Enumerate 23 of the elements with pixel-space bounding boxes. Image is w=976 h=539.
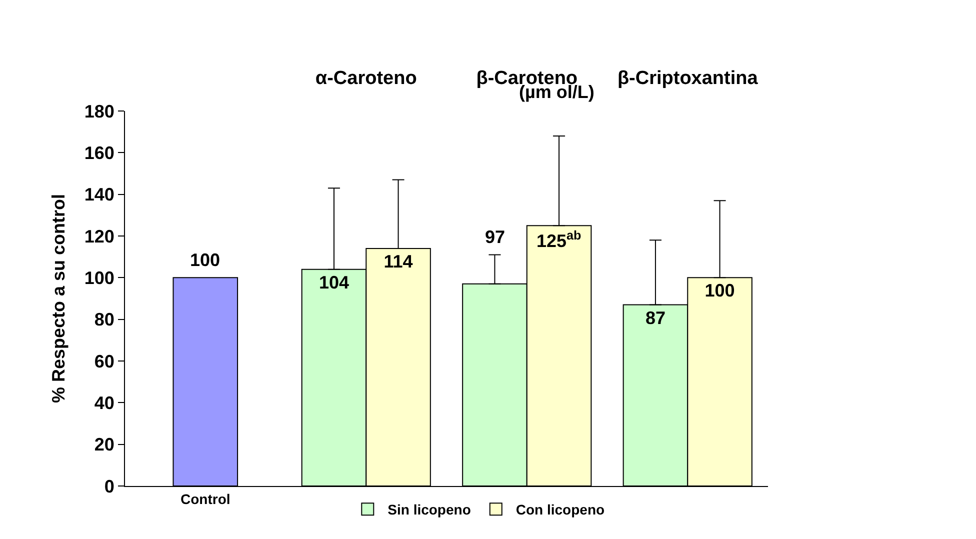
data-label: 87 [645, 308, 666, 328]
y-axis-title: % Respecto a su control [48, 194, 69, 404]
y-tick-label: 60 [94, 351, 114, 372]
y-tick-label: 140 [84, 184, 114, 205]
data-label: 104 [318, 272, 350, 292]
x-tick-label: Control [180, 490, 230, 507]
x-tick-label: β-Criptoxantina [617, 68, 758, 90]
y-tick-label: 180 [84, 101, 114, 122]
y-tick-label: 40 [94, 392, 114, 413]
data-label: 114 [384, 252, 413, 272]
y-tick-label: 120 [84, 226, 114, 246]
data-label: 125$^{ab}$ [536, 228, 582, 252]
data-label: 97 [485, 227, 506, 247]
legend-label: Sin licopeno [388, 502, 471, 518]
y-tick-label: 160 [84, 142, 114, 163]
data-label: 100 [190, 250, 220, 270]
legend-label: Con licopeno [516, 502, 605, 518]
data-label: 100 [704, 280, 735, 301]
y-tick-label: 80 [94, 310, 114, 330]
x-tick-label: α-Caroteno [315, 68, 417, 90]
y-tick-label: 20 [94, 434, 114, 455]
y-tick-label: 100 [84, 268, 114, 288]
y-tick-label: 0 [104, 476, 114, 496]
